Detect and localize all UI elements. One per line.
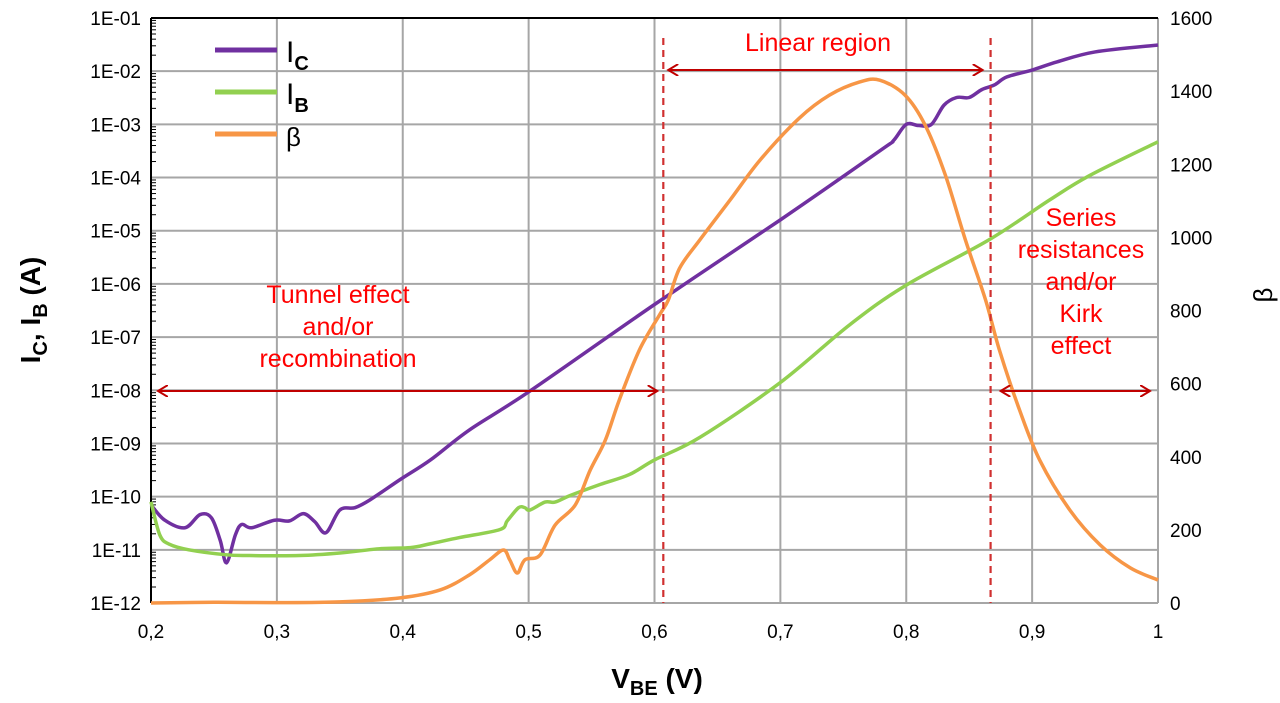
y-right-tick-label: 1000 (1170, 228, 1212, 249)
series-line-ib (149, 140, 1159, 558)
annotations: Linear region Tunnel effect and/or recombin… (158, 29, 1150, 603)
tunnel-effect-label: recombination (259, 345, 416, 373)
x-axis-label: VBE (V) (611, 663, 703, 698)
y-left-tick-label: 1E-11 (92, 541, 141, 562)
y-right-tick-label: 800 (1170, 302, 1202, 323)
y-right-tick-label: 600 (1170, 375, 1202, 396)
x-tick-label: 0,9 (1019, 622, 1045, 643)
y-right-tick-label: 1600 (1170, 9, 1212, 30)
x-tick-label: 0,5 (515, 622, 541, 643)
legend-label: β (286, 122, 301, 152)
series-resistance-label: Kirk (1059, 300, 1103, 328)
tunnel-effect-label: and/or (303, 313, 374, 341)
y-right-tick-label: 200 (1170, 521, 1202, 542)
series-line-ic (149, 43, 1159, 565)
series-resistance-label: resistances (1018, 236, 1144, 264)
series-line-beta (150, 77, 1159, 605)
x-tick-label: 0,6 (641, 622, 667, 643)
x-tick-label: 0,2 (138, 622, 164, 643)
linear-region-label: Linear region (745, 29, 891, 57)
legend-label: IC (286, 36, 309, 75)
series-resistance-label: effect (1051, 332, 1112, 360)
tunnel-effect-label: Tunnel effect (266, 281, 409, 309)
y-left-tick-label: 1E-07 (90, 328, 141, 349)
y-left-tick-label: 1E-05 (90, 222, 141, 243)
y-left-tick-label: 1E-02 (90, 62, 141, 83)
y-right-tick-label: 0 (1170, 594, 1181, 615)
y-left-tick-label: 1E-08 (90, 381, 141, 402)
tick-labels: 0,2 0,3 0,4 0,5 0,6 0,7 0,8 0,9 1 1E-12 1E-11 1E-10… (90, 9, 1212, 643)
series-resistance-label: Series (1046, 204, 1117, 232)
y-left-tick-label: 1E-09 (90, 434, 141, 455)
y-right-tick-label: 1200 (1170, 155, 1212, 176)
x-tick-label: 1 (1153, 622, 1164, 643)
x-tick-label: 0,3 (264, 622, 290, 643)
series-resistance-label: and/or (1046, 268, 1117, 296)
y-axis-left-label: IC, IB (A) (15, 257, 52, 364)
y-right-tick-label: 1400 (1170, 82, 1212, 103)
y-left-tick-label: 1E-06 (90, 275, 141, 296)
legend-label: IB (286, 78, 309, 117)
y-axis-right-label: β (1248, 288, 1278, 303)
y-left-tick-label: 1E-12 (90, 594, 141, 615)
series-lines (149, 43, 1159, 605)
x-tick-label: 0,4 (390, 622, 417, 643)
y-right-tick-label: 400 (1170, 448, 1202, 469)
y-left-tick-label: 1E-03 (90, 115, 141, 136)
y-left-tick-label: 1E-04 (90, 169, 141, 190)
x-tick-label: 0,7 (767, 622, 793, 643)
x-tick-label: 0,8 (893, 622, 919, 643)
y-left-tick-label: 1E-10 (90, 488, 141, 509)
y-left-tick-label: 1E-01 (90, 9, 141, 30)
